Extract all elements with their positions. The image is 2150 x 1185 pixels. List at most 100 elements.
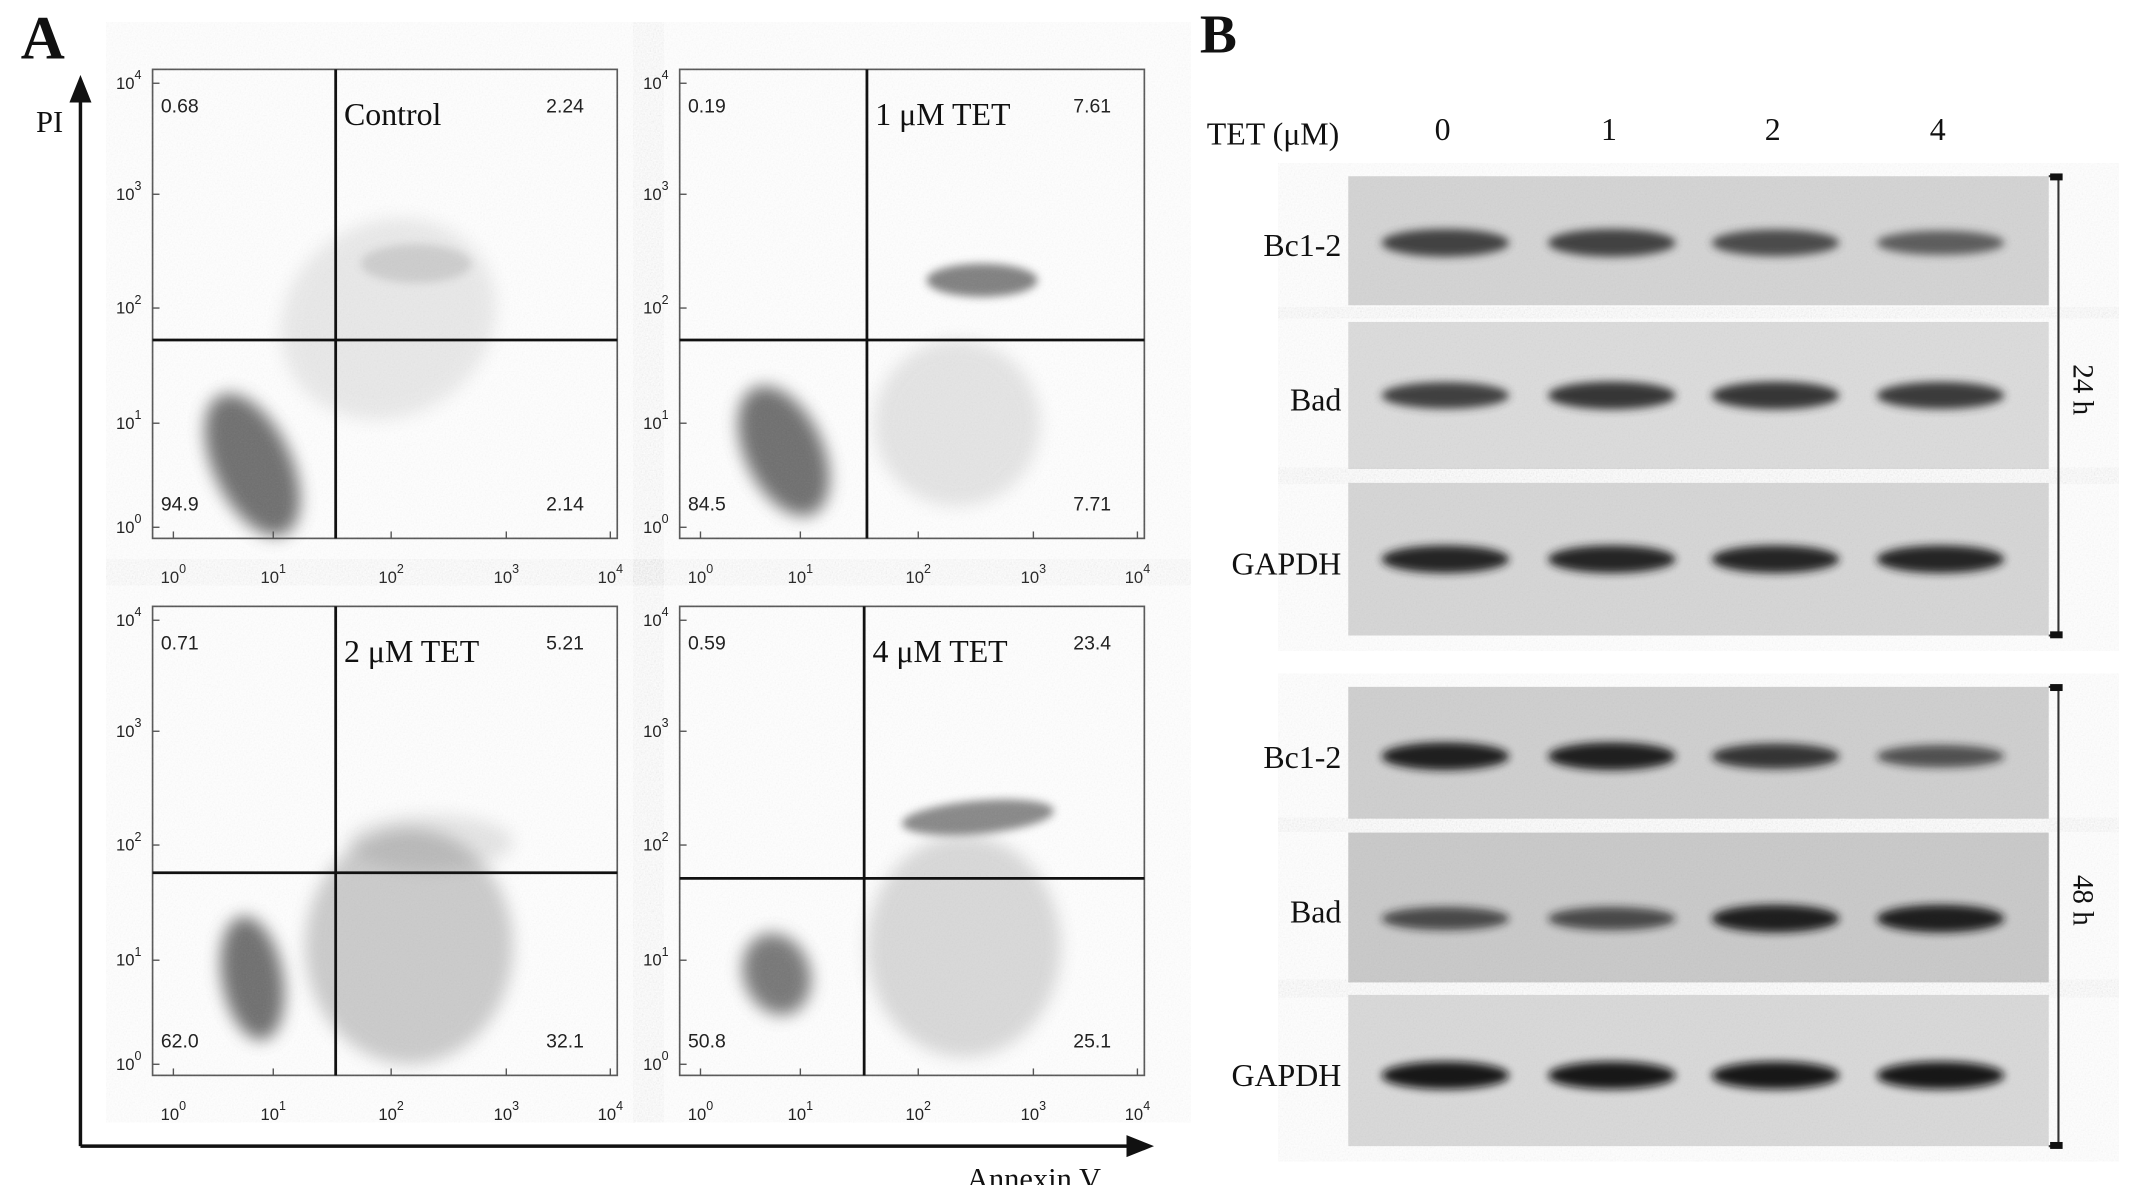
- y-tick-label: 103: [643, 179, 668, 204]
- blot-band: [1381, 906, 1510, 931]
- quadrant-value: 0.19: [688, 95, 726, 117]
- tick-exponent: 3: [1039, 1099, 1046, 1113]
- quadrant-value: 5.21: [546, 632, 584, 654]
- tick-exponent: 1: [135, 408, 142, 422]
- quadrant-value: 0.68: [161, 95, 199, 117]
- blot-band: [1876, 1061, 2005, 1090]
- row-label: GAPDH: [1231, 1058, 1341, 1093]
- x-tick-label: 102: [378, 1099, 403, 1124]
- row-label: Bad: [1290, 383, 1341, 418]
- lane-label: 0: [1435, 112, 1451, 147]
- row-label: Bc1-2: [1263, 740, 1341, 775]
- x-tick-label: 102: [906, 562, 931, 587]
- tick-base: 10: [643, 414, 661, 433]
- tick-base: 10: [1021, 1105, 1039, 1124]
- y-tick-label: 102: [643, 830, 668, 855]
- y-tick-label: 102: [116, 830, 141, 855]
- y-tick-label: 102: [116, 293, 141, 318]
- tick-exponent: 0: [662, 1049, 669, 1063]
- row-label: Bc1-2: [1263, 228, 1341, 263]
- tick-base: 10: [688, 1105, 706, 1124]
- flow-plot: 2 μM TET 0.71 5.21 62.0 32.1: [151, 605, 619, 1077]
- tick-exponent: 0: [135, 1049, 142, 1063]
- tick-base: 10: [494, 568, 512, 587]
- tick-base: 10: [643, 518, 661, 537]
- tick-exponent: 1: [806, 562, 813, 576]
- bracket-cap: [2050, 684, 2063, 692]
- y-tick-label: 104: [643, 605, 668, 630]
- tick-base: 10: [161, 568, 179, 587]
- tick-exponent: 2: [397, 1099, 404, 1113]
- x-axis-label: Annexin V: [967, 1162, 1101, 1185]
- y-tick-label: 100: [643, 512, 668, 537]
- bracket-cap: [2050, 631, 2063, 639]
- tick-exponent: 3: [662, 716, 669, 730]
- tick-exponent: 3: [135, 179, 142, 193]
- y-tick-label: 103: [643, 716, 668, 741]
- quadrant-value: 23.4: [1073, 632, 1111, 654]
- blot-band: [1711, 904, 1840, 933]
- blot-band: [1548, 545, 1676, 574]
- y-tick-label: 103: [116, 716, 141, 741]
- y-tick-label: 100: [643, 1049, 668, 1074]
- tick-base: 10: [116, 185, 134, 204]
- quadrant-value: 2.24: [546, 95, 584, 117]
- speckle: [679, 69, 1145, 539]
- tick-exponent: 1: [279, 562, 286, 576]
- tick-base: 10: [116, 951, 134, 970]
- tick-base: 10: [378, 1105, 396, 1124]
- lane-label: 4: [1930, 112, 1946, 147]
- y-tick-label: 102: [643, 293, 668, 318]
- tick-exponent: 4: [662, 605, 669, 619]
- tick-base: 10: [643, 722, 661, 741]
- x-tick-label: 101: [261, 562, 286, 587]
- tick-base: 10: [116, 611, 134, 630]
- tick-base: 10: [161, 1105, 179, 1124]
- blot-band: [1381, 382, 1510, 409]
- blot-band: [1548, 906, 1676, 931]
- flow-plot: 1 μM TET 0.19 7.61 84.5 7.71: [678, 68, 1146, 540]
- tick-base: 10: [788, 568, 806, 587]
- x-tick-label: 101: [261, 1099, 286, 1124]
- tick-exponent: 3: [662, 179, 669, 193]
- blot-band: [1876, 744, 2005, 768]
- panel-label: A: [21, 5, 65, 72]
- quadrant-value: 25.1: [1073, 1031, 1111, 1053]
- x-tick-label: 103: [1021, 562, 1046, 587]
- flow-plot: 4 μM TET 0.59 23.4 50.8 25.1: [678, 605, 1146, 1077]
- x-tick-label: 104: [598, 562, 623, 587]
- tick-base: 10: [116, 1055, 134, 1074]
- tick-exponent: 2: [924, 562, 931, 576]
- tick-base: 10: [116, 722, 134, 741]
- row-label: GAPDH: [1231, 546, 1341, 581]
- y-tick-label: 101: [116, 945, 141, 970]
- tick-exponent: 4: [616, 1099, 623, 1113]
- blot-band: [1711, 545, 1840, 574]
- quadrant-value: 50.8: [688, 1031, 726, 1053]
- blot-band: [1381, 1061, 1510, 1090]
- tick-base: 10: [1125, 1105, 1143, 1124]
- x-tick-label: 104: [1125, 562, 1150, 587]
- blot-band: [1711, 1061, 1840, 1090]
- tick-exponent: 4: [662, 68, 669, 82]
- tick-exponent: 4: [135, 605, 142, 619]
- blot-band: [1548, 228, 1676, 257]
- x-tick-label: 103: [1021, 1099, 1046, 1124]
- quadrant-value: 32.1: [546, 1031, 584, 1053]
- tick-base: 10: [116, 74, 134, 93]
- y-tick-label: 103: [116, 179, 141, 204]
- blot-band: [1381, 545, 1510, 574]
- y-tick-label: 104: [116, 605, 141, 630]
- quadrant-value: 94.9: [161, 494, 199, 516]
- tick-exponent: 0: [706, 562, 713, 576]
- blot-band: [1876, 904, 2005, 933]
- tick-exponent: 2: [135, 830, 142, 844]
- x-tick-label: 101: [788, 562, 813, 587]
- time-bracket: [2048, 685, 2060, 1148]
- tick-exponent: 0: [179, 562, 186, 576]
- y-tick-label: 104: [643, 68, 668, 93]
- tick-base: 10: [643, 185, 661, 204]
- time-label: 24 h: [2067, 364, 2099, 415]
- blot-band: [1548, 381, 1676, 410]
